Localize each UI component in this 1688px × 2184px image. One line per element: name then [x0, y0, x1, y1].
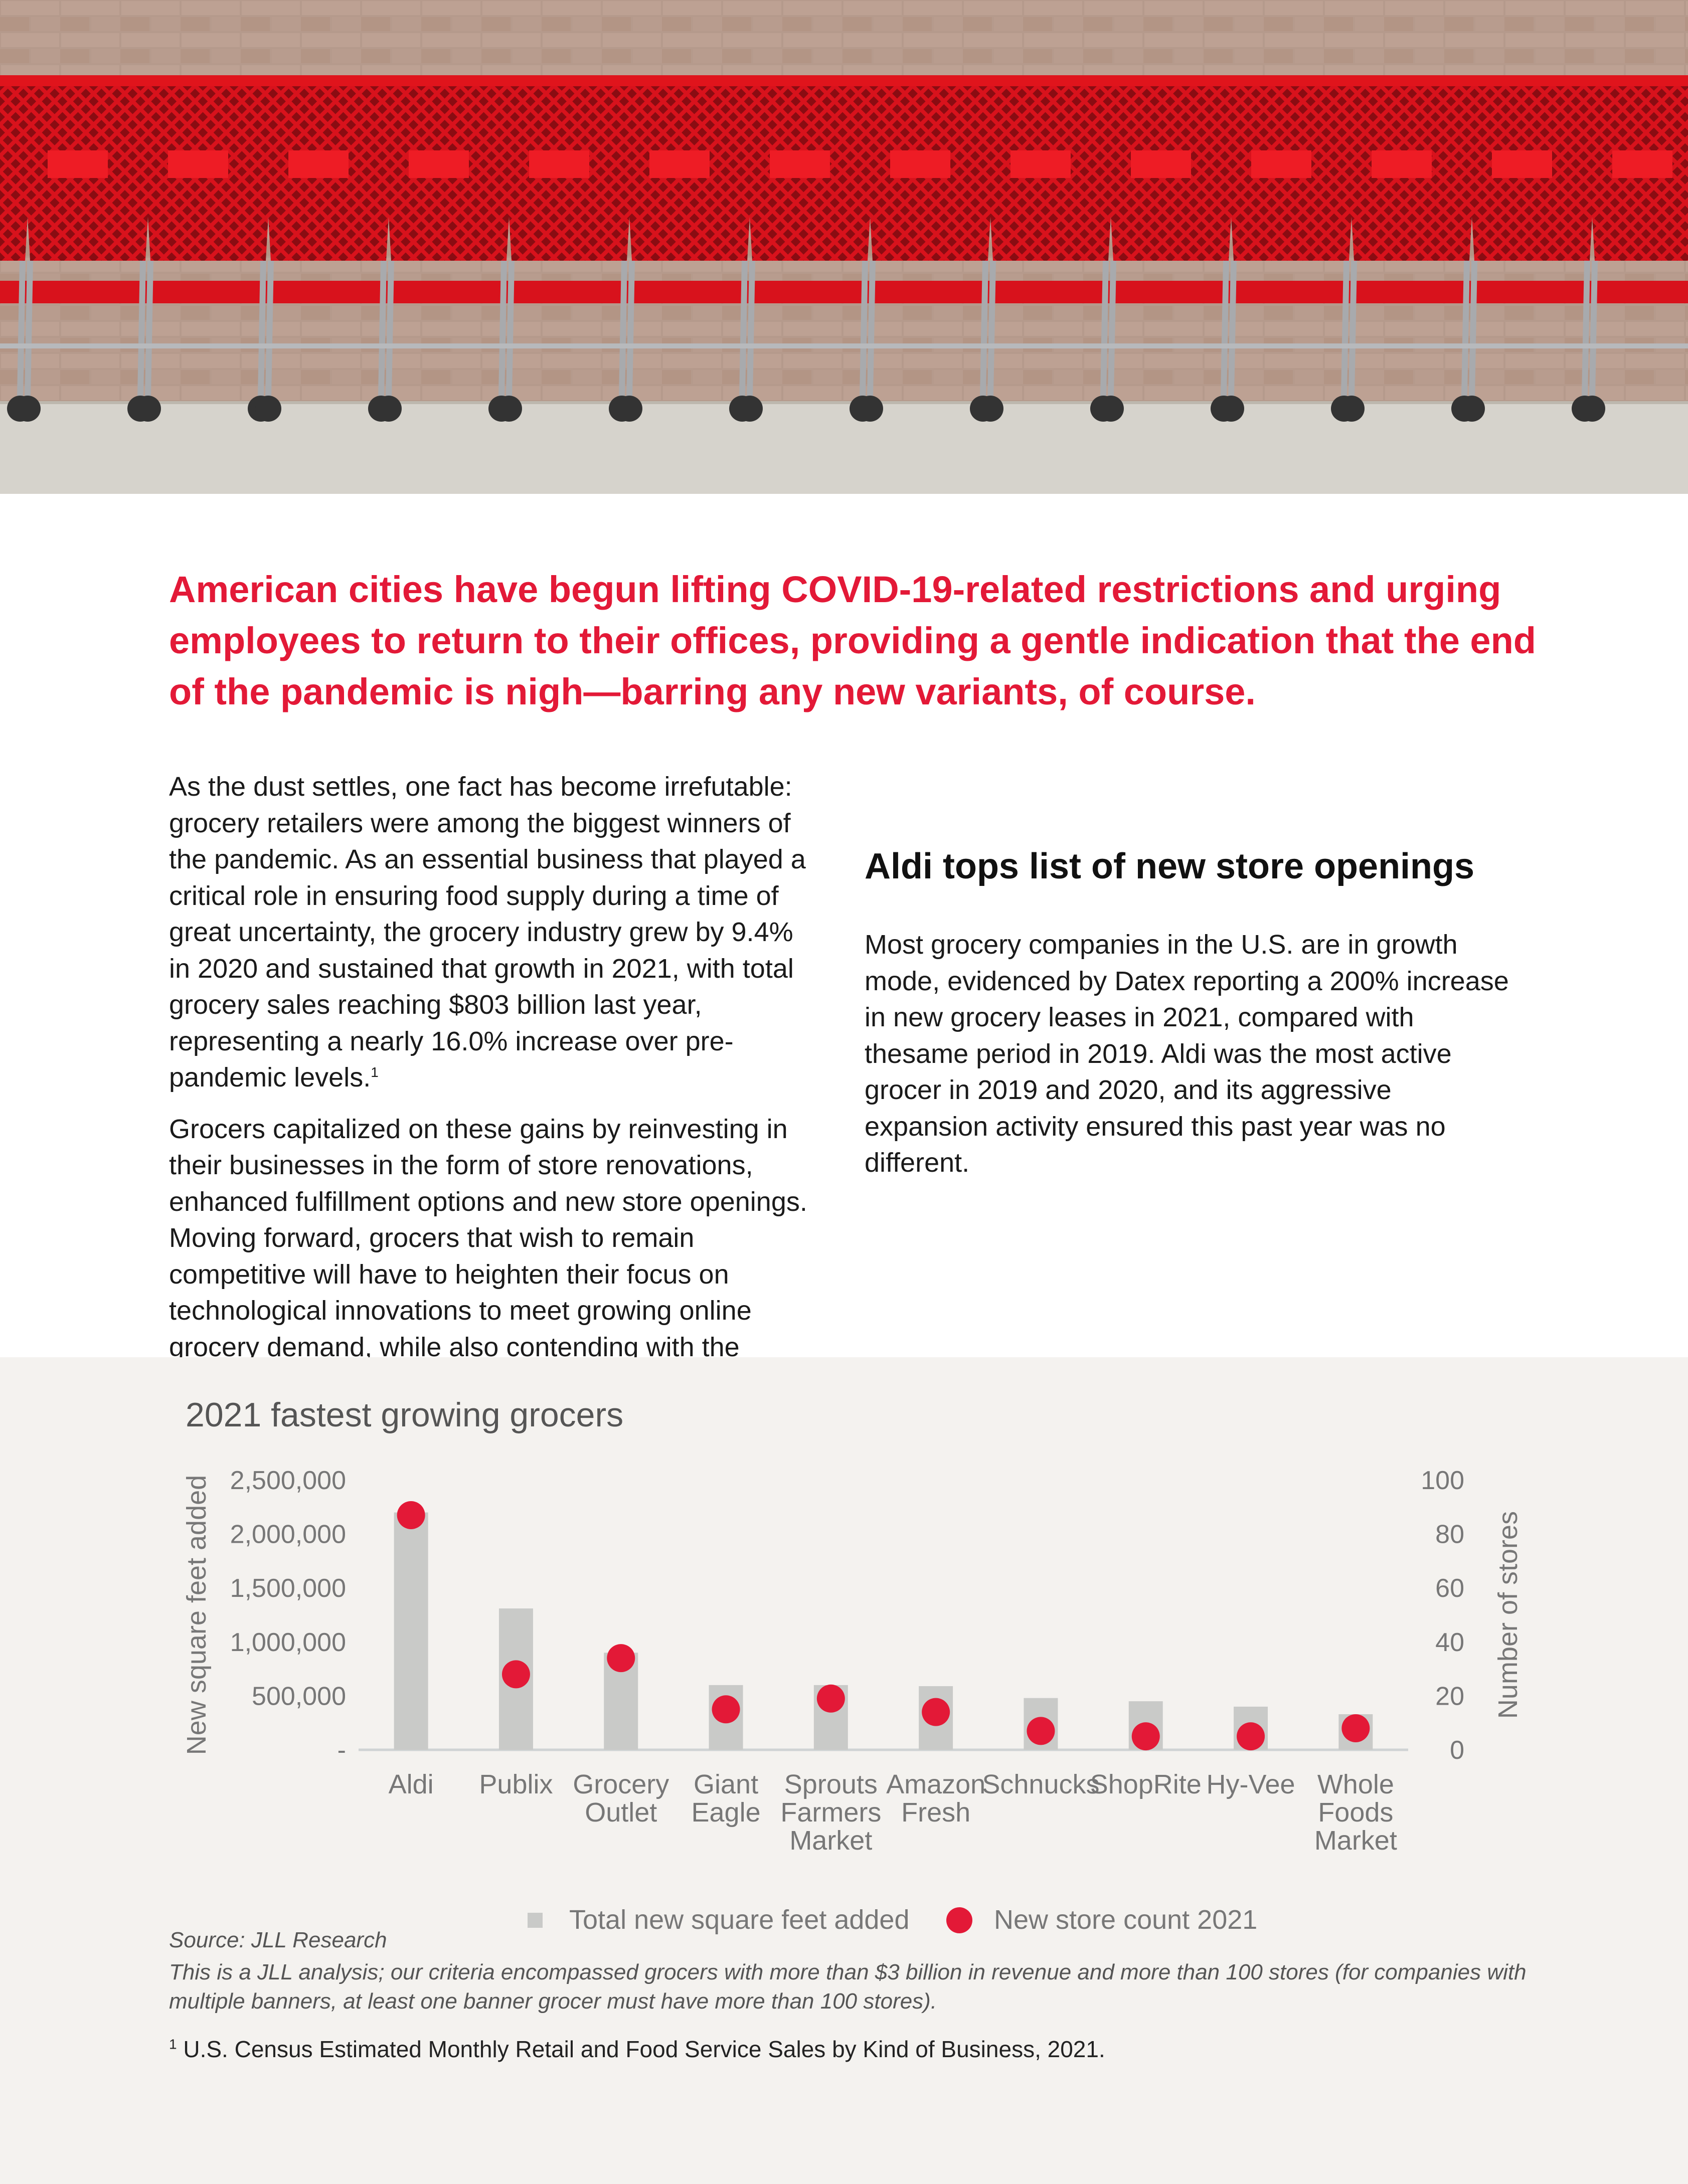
- dot-hy-vee: [1237, 1722, 1265, 1751]
- y-tick-label: 2,000,000: [230, 1520, 346, 1549]
- footnote: 1 U.S. Census Estimated Monthly Retail a…: [169, 2036, 1573, 2063]
- footnote-ref: 1: [371, 1064, 379, 1080]
- hero-image-shopping-carts: [0, 0, 1688, 494]
- y-tick-label: -: [337, 1736, 346, 1765]
- shopping-cart: [15, 75, 165, 422]
- grocers-chart: 2021 fastest growing grocers - 500,000 1,00…: [182, 1396, 1523, 1935]
- chart-legend: Total new square feet added New store cou…: [528, 1905, 1257, 1935]
- dot-giant-eagle: [712, 1695, 740, 1724]
- dot-amazon-fresh: [922, 1698, 950, 1726]
- shopping-cart: [977, 75, 1128, 422]
- dot-publix: [501, 1660, 530, 1689]
- x-tick-label: Whole Foods Market: [1314, 1769, 1397, 1856]
- x-tick-label: Grocery Outlet: [573, 1769, 669, 1828]
- chart-title: 2021 fastest growing grocers: [186, 1396, 623, 1434]
- shopping-cart: [255, 75, 406, 422]
- body-column-right: Aldi tops list of new store openings Mos…: [865, 769, 1516, 1181]
- shopping-cart: [1218, 75, 1369, 422]
- y-tick-label: 1,500,000: [230, 1574, 346, 1603]
- shopping-cart: [1338, 75, 1489, 422]
- y2-tick-label: 80: [1435, 1520, 1464, 1549]
- chart-panel: 2021 fastest growing grocers - 500,000 1,00…: [0, 1357, 1688, 2184]
- x-tick-label: Sprouts Farmers Market: [780, 1769, 881, 1856]
- shopping-cart: [376, 75, 527, 422]
- x-tick-label: Amazon Fresh: [886, 1769, 985, 1828]
- shopping-cart: [1579, 75, 1688, 422]
- body-text: As the dust settles, one fact has become…: [169, 772, 806, 1093]
- footnote-number: 1: [169, 2036, 177, 2052]
- x-tick-label: Publix: [479, 1769, 553, 1799]
- y-axis-label: New square feet added: [182, 1475, 212, 1755]
- dot-whole-foods-market: [1341, 1714, 1370, 1742]
- section-heading: Aldi tops list of new store openings: [865, 846, 1475, 886]
- dot-aldi: [397, 1501, 425, 1529]
- bar-aldi: [394, 1512, 428, 1750]
- body-paragraph: Most grocery companies in the U.S. are i…: [865, 930, 1509, 1178]
- y-tick-label: 500,000: [252, 1682, 346, 1711]
- y2-tick-label: 20: [1435, 1682, 1464, 1711]
- x-tick-label: Aldi: [389, 1769, 434, 1799]
- dot-grocery-outlet: [607, 1644, 635, 1673]
- x-tick-label: Giant Eagle: [691, 1769, 760, 1828]
- dot-sprouts-farmers-market: [816, 1684, 845, 1713]
- y2-tick-label: 60: [1435, 1574, 1464, 1603]
- footnote-text: U.S. Census Estimated Monthly Retail and…: [183, 2036, 1105, 2062]
- legend-bar-label: Total new square feet added: [569, 1905, 909, 1935]
- y2-axis-label: Number of stores: [1493, 1511, 1523, 1719]
- body-paragraph: As the dust settles, one fact has become…: [169, 769, 821, 1096]
- x-tick-label: Schnucks: [982, 1769, 1099, 1799]
- legend-dot-label: New store count 2021: [994, 1905, 1257, 1935]
- dot-schnucks: [1027, 1717, 1055, 1745]
- y-tick-label: 1,000,000: [230, 1628, 346, 1657]
- x-tick-label: Hy-Vee: [1207, 1769, 1295, 1799]
- chart-source: Source: JLL Research: [169, 1928, 387, 1952]
- headline: American cities have begun lifting COVID…: [169, 569, 1536, 712]
- shopping-cart: [616, 75, 767, 422]
- x-tick-label: ShopRite: [1090, 1769, 1202, 1799]
- legend-dot-swatch: [946, 1907, 972, 1933]
- legend-bar-swatch: [528, 1913, 543, 1928]
- shopping-cart: [1459, 75, 1610, 422]
- y2-tick-label: 100: [1421, 1466, 1464, 1495]
- dot-shoprite: [1131, 1722, 1160, 1751]
- shopping-cart: [737, 75, 888, 422]
- y2-tick-label: 40: [1435, 1628, 1464, 1657]
- y-tick-label: 2,500,000: [230, 1466, 346, 1495]
- body-column-left: As the dust settles, one fact has become…: [169, 769, 821, 1438]
- y2-tick-label: 0: [1450, 1736, 1464, 1765]
- shopping-cart: [496, 75, 647, 422]
- chart-note: This is a JLL analysis; our criteria enc…: [169, 1960, 1527, 2014]
